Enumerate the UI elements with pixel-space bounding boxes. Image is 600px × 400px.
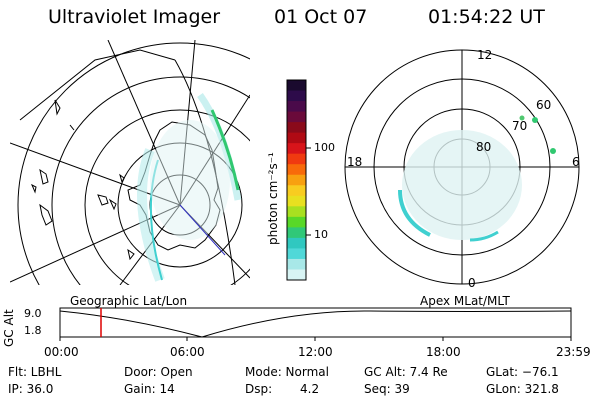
timeline-x-tick-1200: 12:00	[298, 345, 333, 359]
colorbar-segment	[287, 111, 306, 123]
colorbar-segment	[287, 216, 306, 228]
colorbar-segment	[287, 101, 306, 113]
status-dsp-label: Dsp:	[245, 382, 273, 396]
status-seq: Seq: 39	[364, 382, 410, 396]
colorbar-segment	[287, 206, 306, 218]
polar-ring-70: 70	[512, 119, 528, 133]
colorbar-segment	[287, 80, 306, 92]
colorbar-segment	[287, 174, 306, 186]
status-ip: IP: 36.0	[8, 382, 54, 396]
colorbar-segment	[287, 143, 306, 155]
colorbar-segment	[287, 90, 306, 102]
timeline-x-tick-2359: 23:59	[556, 345, 591, 359]
timeline-x-tick-1800: 18:00	[426, 345, 461, 359]
timeline-right-label: Apex MLat/MLT	[420, 294, 510, 308]
status-glat: GLat: −76.1	[486, 365, 559, 379]
colorbar-segment	[287, 258, 306, 270]
status-gain: Gain: 14	[124, 382, 175, 396]
time-label: 01:54:22 UT	[428, 6, 545, 28]
timeline-left-label: Geographic Lat/Lon	[70, 294, 188, 308]
colorbar-segment	[287, 269, 306, 281]
colorbar-segment	[287, 122, 306, 134]
timeline-x-tick-0600: 06:00	[170, 345, 205, 359]
polar-label-top: 12	[477, 48, 493, 62]
status-dsp-value: 4.2	[300, 382, 320, 396]
status-glon: GLon: 321.8	[486, 382, 559, 396]
colorbar-segment	[287, 195, 306, 207]
imager-title: Ultraviolet Imager	[48, 6, 221, 28]
colorbar-segment	[287, 237, 306, 249]
colorbar-tick-10: 10	[314, 228, 328, 241]
status-flt: Flt: LBHL	[8, 365, 62, 379]
status-mode: Mode: Normal	[245, 365, 329, 379]
colorbar-segment	[287, 227, 306, 239]
polar-ring-60: 60	[536, 98, 552, 112]
colorbar-segment	[287, 185, 306, 197]
polar-label-right: 6	[572, 155, 580, 169]
timeline-y-tick-9: 9.0	[24, 307, 42, 320]
colorbar-tick-100: 100	[314, 141, 335, 154]
colorbar-segment	[287, 132, 306, 144]
status-gc-alt: GC Alt: 7.4 Re	[364, 365, 448, 379]
date-label: 01 Oct 07	[274, 6, 368, 28]
polar-label-bottom: 0	[468, 276, 476, 290]
polar-ring-80: 80	[476, 140, 492, 154]
polar-label-left: 18	[347, 155, 363, 169]
colorbar-segment	[287, 164, 306, 176]
colorbar-segment	[287, 153, 306, 165]
timeline-y-tick-1: 1.8	[24, 324, 42, 337]
status-door: Door: Open	[124, 365, 193, 379]
colorbar-segment	[287, 248, 306, 260]
timeline-x-tick-0000: 00:00	[44, 345, 79, 359]
